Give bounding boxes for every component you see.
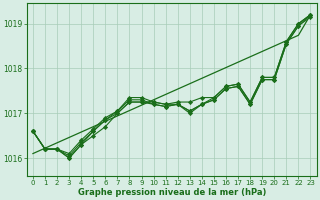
X-axis label: Graphe pression niveau de la mer (hPa): Graphe pression niveau de la mer (hPa) [77, 188, 266, 197]
